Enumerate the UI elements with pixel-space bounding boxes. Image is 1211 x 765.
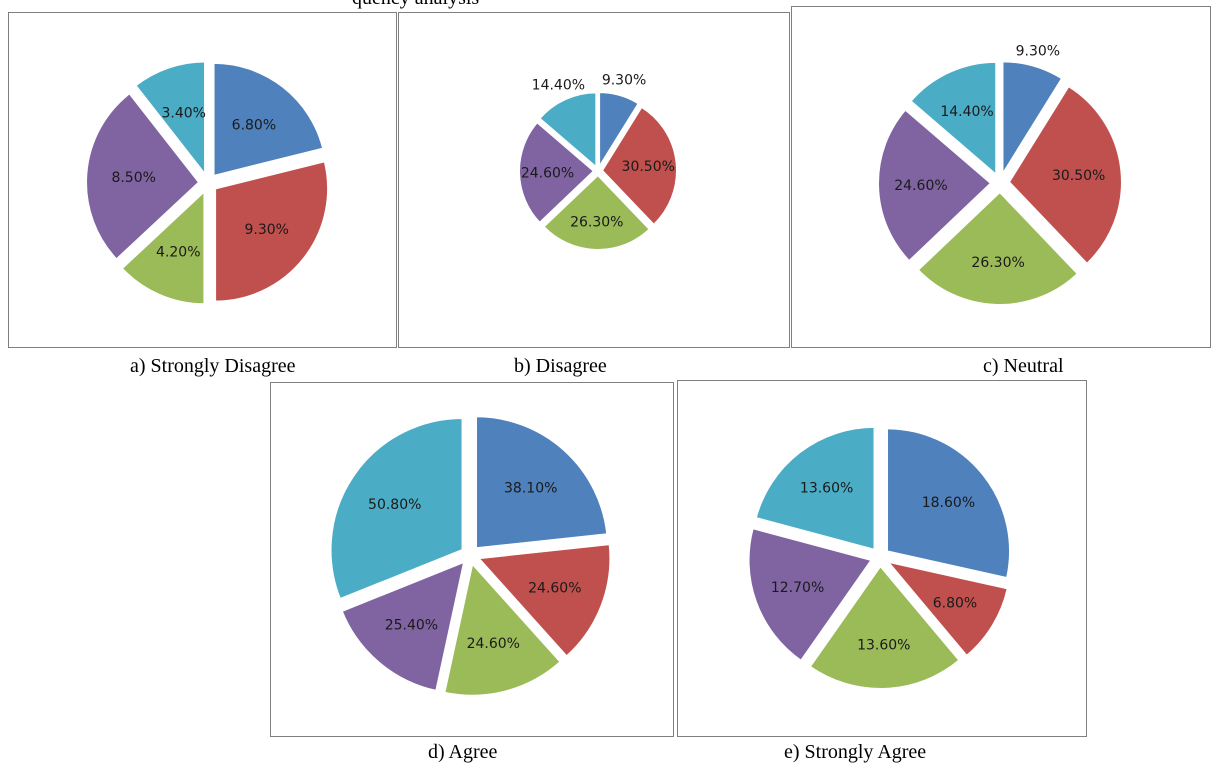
pie-2-slice-0 [1001,60,1064,178]
pie-2-label-3: 24.60% [894,178,947,194]
caption-strongly-agree: e) Strongly Agree [784,741,927,763]
pie-0-label-3: 8.50% [111,170,155,186]
pie-2-slice-4 [909,60,998,177]
pie-2-slice-1 [1007,84,1123,266]
pie-2-slice-3 [877,108,993,263]
pie-4-label-4: 13.60% [800,480,853,496]
pie-0-label-2: 4.20% [156,244,200,260]
pie-3-label-4: 50.80% [368,497,421,513]
pie-2-label-4: 14.40% [940,104,993,120]
pie-chart-strongly-agree: 18.60% 6.80% 13.60% 12.70% 13.60% [747,425,1012,690]
pie-4-label-3: 12.70% [771,580,824,596]
pie-3-slice-1 [476,543,612,658]
caption-agree: d) Agree [428,741,498,763]
pie-0-label-1: 9.30% [244,222,288,238]
pie-0-slice-3 [85,91,201,261]
pie-4-slice-4 [754,425,876,552]
pie-0-slice-1 [214,160,330,303]
pie-1-slice-1 [600,105,678,227]
pie-4-slice-1 [885,560,1009,658]
pie-1-slice-3 [518,120,596,225]
pie-2-label-2: 26.30% [971,255,1024,271]
pie-3-label-3: 25.40% [385,617,438,633]
pie-4-slice-3 [747,526,874,663]
pie-1-slice-4 [538,91,598,170]
pie-1-label-0: 9.30% [602,73,646,89]
pie-4-slice-2 [808,564,961,690]
pie-4-slice-0 [886,427,1012,580]
pie-0-label-4: 3.40% [161,106,205,122]
pie-0-label-0: 6.80% [232,117,276,133]
pie-3-slice-3 [340,560,466,693]
pie-chart-agree: 38.10% 24.60% 24.60% 25.40% 50.80% [329,415,612,697]
pie-1-label-1: 30.50% [622,159,675,175]
pie-chart-strongly-disagree: 6.80% 9.30% 4.20% 8.50% 3.40% [85,60,330,306]
cropped-heading-fragment: quency analysis [352,0,479,10]
pie-4-label-1: 6.80% [933,596,977,612]
pie-chart-neutral: 9.30% 30.50% 26.30% 24.60% 14.40% [877,43,1123,306]
pie-chart-disagree: 9.30% 30.50% 26.30% 24.60% 14.40% [518,73,678,251]
pie-3-slice-4 [329,416,464,601]
pie-4-label-0: 18.60% [922,495,975,511]
pie-1-label-2: 26.30% [570,214,623,230]
pie-3-label-0: 38.10% [504,480,557,496]
pie-0-slice-0 [212,61,325,178]
pie-2-label-1: 30.50% [1052,168,1105,184]
pie-1-label-4: 14.40% [532,78,585,94]
pie-2-slice-2 [916,190,1080,306]
pie-3-slice-0 [475,415,609,550]
pie-1-slice-0 [598,91,641,171]
pie-0-slice-4 [134,60,207,178]
pie-3-label-2: 24.60% [467,636,520,652]
pie-3-label-1: 24.60% [528,581,581,597]
pie-1-slice-2 [542,173,652,251]
pie-0-slice-2 [120,188,206,306]
pie-2-label-0: 9.30% [1016,43,1060,59]
pie-4-label-2: 13.60% [857,638,910,654]
caption-disagree: b) Disagree [514,355,607,377]
caption-strongly-disagree: a) Strongly Disagree [130,355,296,377]
pie-1-label-3: 24.60% [521,165,574,181]
caption-neutral: c) Neutral [983,355,1064,377]
pie-3-slice-2 [443,561,562,697]
